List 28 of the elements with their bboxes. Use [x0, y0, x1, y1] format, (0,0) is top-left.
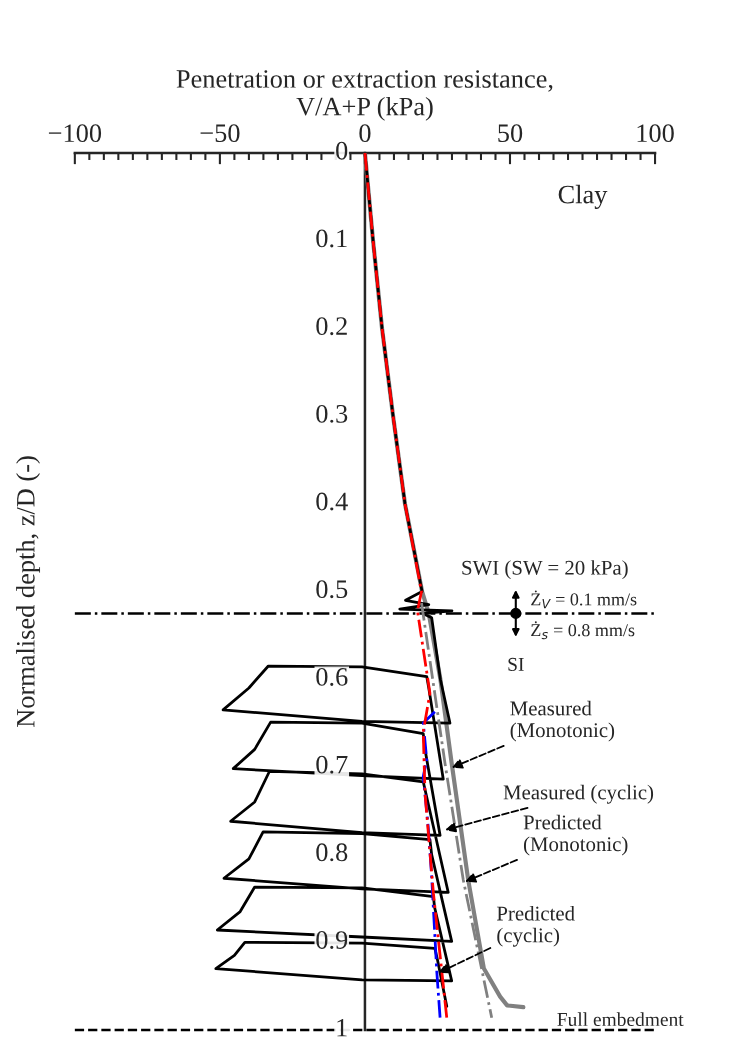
- annotation: Ż$_{V}$ = 0.1 mm/s: [531, 590, 637, 609]
- x-tick-label: −50: [200, 124, 240, 143]
- y-tick-label: 0.1: [316, 229, 347, 248]
- annotation: Predicted (Monotonic): [523, 814, 628, 856]
- x-tick-label: 100: [637, 124, 674, 143]
- x-tick-label: 0: [359, 124, 371, 143]
- y-tick-label: 0.5: [316, 580, 348, 599]
- ref-line-label: Full embedment: [557, 1012, 684, 1027]
- annotation: SWI (SW = 20 kPa): [462, 560, 628, 580]
- y-tick-label: 0.7: [316, 755, 348, 774]
- y-axis-title: Normalised depth, z/D (-): [16, 456, 41, 728]
- x-tick-label: 50: [498, 124, 523, 143]
- y-tick-label: 0.6: [316, 667, 348, 686]
- annotation: SI: [508, 657, 524, 671]
- annotation: Ż$_{s}$ = 0.8 mm/s: [531, 621, 635, 640]
- y-tick-label: 0.3: [316, 404, 348, 423]
- x-tick-label: −100: [48, 124, 102, 143]
- annotation: Predicted (cyclic): [496, 905, 575, 947]
- y-tick-label: 1: [337, 1018, 347, 1037]
- y-tick-label: 0: [336, 141, 348, 160]
- y-tick-label: 0.4: [316, 492, 348, 511]
- annotation: Measured (Monotonic): [510, 700, 615, 742]
- annotation: Measured (cyclic): [503, 784, 654, 804]
- y-tick-label: 0.9: [316, 931, 348, 949]
- y-tick-label: 0.8: [316, 843, 348, 862]
- y-tick-label: 0.2: [316, 317, 347, 336]
- annotation: Clay: [558, 184, 608, 209]
- x-axis-title: Penetration or extraction resistance, V/A+P (kPa): [176, 70, 553, 121]
